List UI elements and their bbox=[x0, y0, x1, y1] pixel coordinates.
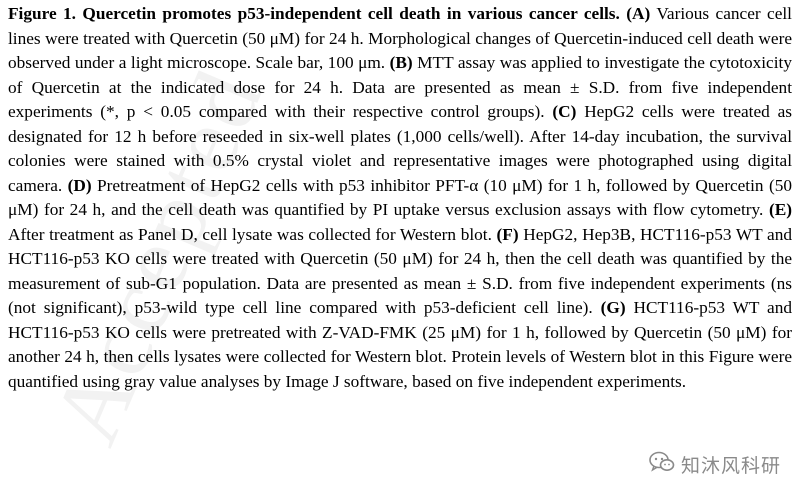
panel-g-text: HCT116-p53 WT and HCT116-p53 KO cells we… bbox=[8, 298, 793, 391]
panel-e-text: After treatment as Panel D, cell lysate … bbox=[8, 224, 492, 244]
wechat-icon bbox=[649, 451, 675, 478]
figure-title: Quercetin promotes p53-independent cell … bbox=[82, 4, 620, 23]
panel-d-label: (D) bbox=[67, 175, 92, 195]
figure-label: Figure 1. bbox=[8, 4, 76, 23]
figure-caption: Figure 1. Quercetin promotes p53-indepen… bbox=[8, 2, 792, 394]
panel-a-label: (A) bbox=[626, 4, 651, 23]
panel-d-text: Pretreatment of HepG2 cells with p53 inh… bbox=[8, 175, 792, 220]
wechat-account-name: 知沐风科研 bbox=[680, 455, 781, 477]
panel-b-text: MTT assay was applied to investigate the… bbox=[8, 53, 792, 121]
panel-f-label: (F) bbox=[496, 224, 519, 244]
panel-e-label: (E) bbox=[768, 200, 792, 219]
wechat-badge: 知沐风科研 bbox=[644, 449, 785, 480]
panel-g-label: (G) bbox=[600, 298, 626, 317]
panel-c-text: HepG2 cells were treated as designated f… bbox=[8, 102, 792, 195]
panel-b-label: (B) bbox=[389, 53, 413, 72]
panel-a-text: Various cancer cell lines were treated w… bbox=[8, 4, 792, 72]
panel-f-text: HepG2, Hep3B, HCT116-p53 WT and HCT116-p… bbox=[8, 224, 792, 318]
panel-c-label: (C) bbox=[552, 102, 577, 121]
